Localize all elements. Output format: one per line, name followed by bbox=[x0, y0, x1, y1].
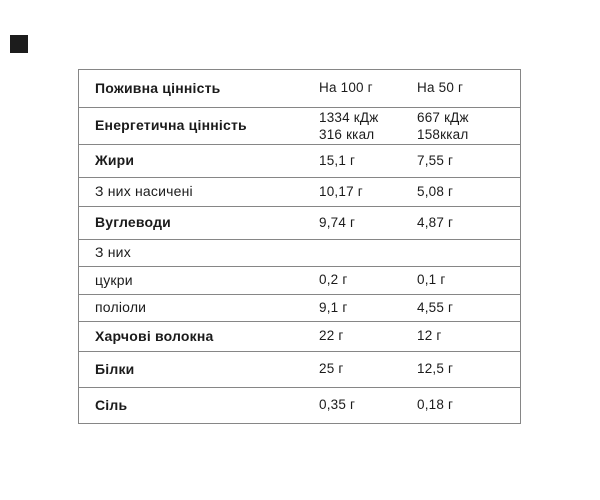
table-header-row: Поживна цінність На 100 г На 50 г bbox=[79, 70, 520, 108]
row-label: Білки bbox=[95, 360, 135, 377]
row-label: поліоли bbox=[95, 299, 147, 316]
value-per-100g: 9,1 г bbox=[319, 299, 348, 315]
row-label: З них насичені bbox=[95, 183, 193, 200]
value-per-50g: 5,08 г bbox=[417, 183, 454, 199]
energy-kj-100: 1334 кДж bbox=[319, 110, 379, 125]
row-label: З них bbox=[95, 244, 131, 261]
table-row-polyols: поліоли 9,1 г 4,55 г bbox=[79, 295, 520, 322]
table-row-of-which: З них bbox=[79, 240, 520, 267]
table-row-fats: Жири 15,1 г 7,55 г bbox=[79, 145, 520, 178]
row-label: цукри bbox=[95, 271, 133, 288]
table-row-proteins: Білки 25 г 12,5 г bbox=[79, 352, 520, 388]
value-per-100g: 0,35 г bbox=[319, 397, 356, 413]
table-row-dietary-fiber: Харчові волокна 22 г 12 г bbox=[79, 322, 520, 352]
value-per-50g: 4,87 г bbox=[417, 214, 454, 230]
energy-kj-50: 667 кДж bbox=[417, 110, 469, 125]
value-per-100g: 1334 кДж 316 ккал bbox=[319, 109, 417, 143]
value-per-100g: 0,2 г bbox=[319, 272, 348, 288]
row-label: Жири bbox=[95, 152, 135, 169]
value-per-50g: 0,1 г bbox=[417, 272, 446, 288]
value-per-50g: 0,18 г bbox=[417, 397, 454, 413]
energy-kcal-50: 158ккал bbox=[417, 127, 469, 142]
value-per-50g: 7,55 г bbox=[417, 152, 454, 168]
nutrition-table: Поживна цінність На 100 г На 50 г Енерге… bbox=[78, 69, 521, 424]
table-row-sugars: цукри 0,2 г 0,1 г bbox=[79, 267, 520, 295]
row-label: Вуглеводи bbox=[95, 214, 171, 231]
value-per-100g: 10,17 г bbox=[319, 183, 363, 199]
value-per-100g: 9,74 г bbox=[319, 214, 356, 230]
value-per-50g: 4,55 г bbox=[417, 299, 454, 315]
value-per-100g: 15,1 г bbox=[319, 152, 356, 168]
table-row-carbohydrates: Вуглеводи 9,74 г 4,87 г bbox=[79, 207, 520, 240]
table-row-salt: Сіль 0,35 г 0,18 г bbox=[79, 388, 520, 423]
column-header-nutrition-value: Поживна цінність bbox=[95, 79, 221, 96]
energy-kcal-100: 316 ккал bbox=[319, 127, 375, 142]
value-per-100g: 22 г bbox=[319, 328, 344, 344]
value-per-100g: 25 г bbox=[319, 361, 344, 377]
value-per-50g: 12 г bbox=[417, 328, 442, 344]
value-per-50g: 12,5 г bbox=[417, 361, 454, 377]
black-square-marker bbox=[10, 35, 28, 53]
row-label: Енергетична цінність bbox=[95, 117, 247, 134]
value-per-50g: 667 кДж 158ккал bbox=[417, 109, 520, 143]
table-row-energy: Енергетична цінність 1334 кДж 316 ккал 6… bbox=[79, 108, 520, 145]
row-label: Харчові волокна bbox=[95, 327, 214, 344]
column-header-per-50g: На 50 г bbox=[417, 80, 464, 96]
column-header-per-100g: На 100 г bbox=[319, 80, 373, 96]
table-row-saturated-fats: З них насичені 10,17 г 5,08 г bbox=[79, 178, 520, 207]
row-label: Сіль bbox=[95, 396, 128, 413]
